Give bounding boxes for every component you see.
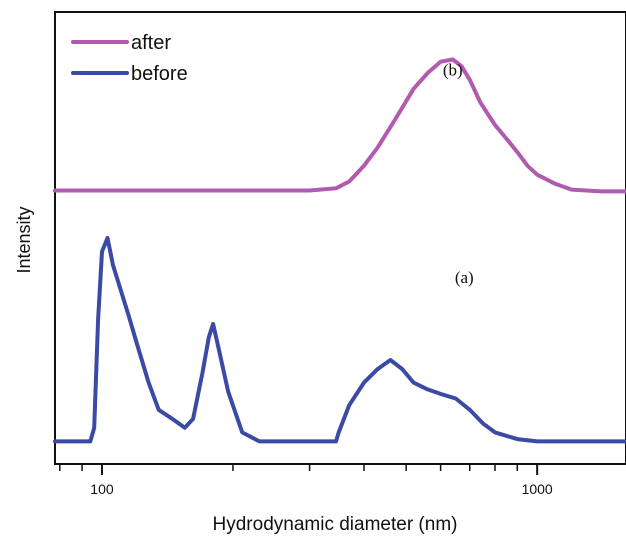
annotation-a: (a) [455,268,474,287]
series-layer [53,57,626,444]
x-tick-label: 1000 [522,481,553,497]
annotation-b: (b) [443,60,463,79]
plot-frame [54,11,626,465]
legend-label-before: before [131,63,188,85]
legend-label-after: after [131,32,171,54]
x-minor-ticks [59,464,519,471]
series-line-before [53,236,626,444]
y-axis-label: Intensity [14,206,34,273]
x-axis-label: Hydrodynamic diameter (nm) [213,514,458,535]
legend: after before [71,32,188,85]
x-major-ticks: 100 1000 [90,464,553,497]
x-tick-label: 100 [90,481,114,497]
series-line-after [53,57,626,194]
